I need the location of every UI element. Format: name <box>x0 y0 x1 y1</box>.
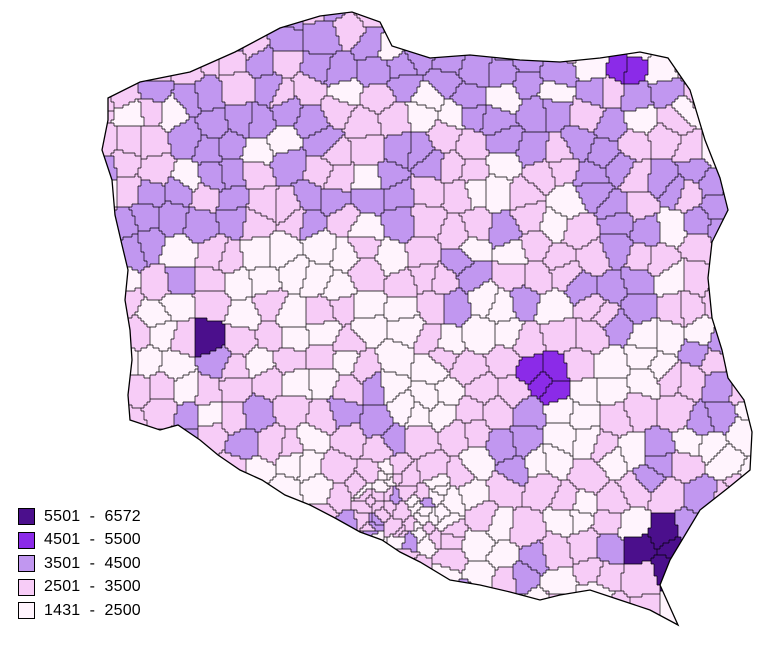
legend-label: 2501 - 3500 <box>44 578 141 596</box>
legend-label: 4501 - 5500 <box>44 531 141 549</box>
legend-item: 5501 - 6572 <box>18 505 198 529</box>
legend-swatch <box>18 578 35 596</box>
legend-item: 3501 - 4500 <box>18 552 198 576</box>
legend-item: 2501 - 3500 <box>18 576 198 600</box>
legend-item: 1431 - 2500 <box>18 599 198 623</box>
legend-label: 3501 - 4500 <box>44 554 141 572</box>
legend-label: 5501 - 6572 <box>44 507 141 525</box>
legend-item: 4501 - 5500 <box>18 529 198 553</box>
map-legend: 5501 - 6572 4501 - 5500 3501 - 4500 2501… <box>18 505 198 623</box>
legend-label: 1431 - 2500 <box>44 601 141 619</box>
legend-swatch <box>18 508 35 526</box>
legend-swatch <box>18 555 35 573</box>
legend-swatch <box>18 531 35 549</box>
legend-swatch <box>18 602 35 620</box>
